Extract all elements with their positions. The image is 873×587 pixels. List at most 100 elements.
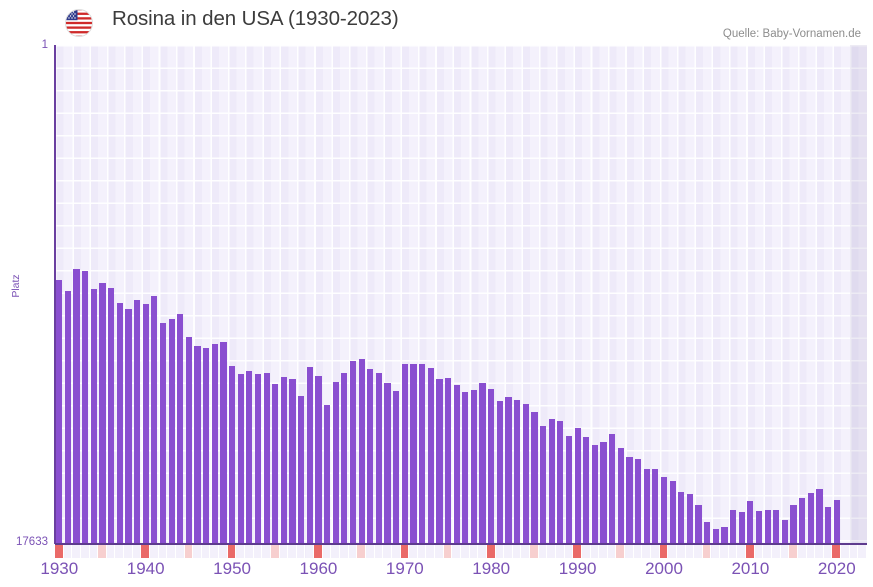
bar-1950[interactable] (228, 366, 236, 543)
tick-cell-1966 (365, 545, 375, 558)
bar-1955[interactable] (272, 384, 279, 543)
bar-1930[interactable] (56, 279, 63, 543)
tick-cell-1978 (469, 545, 479, 558)
bar-1984[interactable] (522, 403, 529, 543)
bar-2011[interactable] (755, 510, 763, 543)
bar-2002[interactable] (678, 492, 685, 543)
bar-1962[interactable] (332, 381, 339, 543)
tick-cell-1994 (607, 545, 617, 558)
bar-1996[interactable] (626, 456, 633, 543)
bar-1999[interactable] (652, 469, 659, 543)
tick-cell-1983 (512, 545, 522, 558)
bar-1942[interactable] (159, 323, 167, 543)
tick-cell-1963 (340, 545, 349, 558)
bar-1990[interactable] (574, 427, 581, 543)
bar-2016[interactable] (799, 498, 806, 543)
bar-1972[interactable] (419, 364, 426, 543)
bar-2007[interactable] (721, 527, 728, 543)
bar-1985[interactable] (531, 411, 538, 543)
bar-1939[interactable] (133, 300, 141, 543)
bar-1973[interactable] (427, 368, 434, 543)
bar-1945[interactable] (185, 337, 192, 543)
bar-1954[interactable] (263, 372, 270, 543)
bar-1981[interactable] (496, 400, 503, 543)
bar-2005[interactable] (704, 522, 711, 543)
bar-1968[interactable] (384, 383, 391, 543)
bar-1976[interactable] (453, 384, 460, 543)
bar-1974[interactable] (436, 378, 443, 543)
bar-2003[interactable] (686, 494, 694, 543)
bar-2000[interactable] (660, 476, 668, 543)
bar-1978[interactable] (470, 390, 478, 543)
bar-1953[interactable] (254, 374, 262, 543)
bar-2013[interactable] (773, 509, 780, 543)
bar-1957[interactable] (289, 378, 296, 543)
bar-1991[interactable] (583, 436, 590, 543)
bar-2012[interactable] (764, 509, 771, 543)
bar-1993[interactable] (600, 441, 607, 543)
bar-1944[interactable] (177, 313, 184, 543)
bar-1948[interactable] (211, 343, 218, 543)
tick-cell-1951 (236, 545, 246, 558)
bar-1997[interactable] (634, 459, 642, 543)
bar-1938[interactable] (125, 308, 132, 543)
bar-2014[interactable] (781, 520, 789, 543)
bar-1951[interactable] (237, 373, 244, 543)
bar-1960[interactable] (315, 375, 322, 543)
bar-1937[interactable] (116, 303, 123, 543)
bar-1943[interactable] (168, 318, 175, 543)
y-axis-label-top: 1 (41, 39, 48, 51)
bar-2020[interactable] (833, 499, 840, 543)
bar-1969[interactable] (393, 390, 400, 543)
bar-1965[interactable] (358, 359, 365, 543)
bar-1975[interactable] (444, 377, 452, 543)
bar-1941[interactable] (151, 296, 158, 543)
bar-1959[interactable] (306, 366, 313, 543)
bar-2015[interactable] (790, 505, 797, 543)
bar-2004[interactable] (695, 505, 702, 543)
bar-1934[interactable] (90, 288, 97, 543)
bar-1992[interactable] (591, 444, 598, 543)
bar-2017[interactable] (807, 492, 814, 543)
bar-2009[interactable] (738, 512, 745, 543)
bar-2010[interactable] (747, 501, 754, 543)
bar-1963[interactable] (341, 372, 348, 543)
bar-2008[interactable] (729, 509, 737, 543)
bar-1987[interactable] (548, 418, 555, 543)
bar-1983[interactable] (514, 400, 521, 543)
bar-1946[interactable] (194, 346, 201, 543)
bar-1961[interactable] (323, 405, 331, 543)
bar-2018[interactable] (816, 489, 823, 543)
bar-1998[interactable] (643, 468, 650, 543)
bar-1995[interactable] (617, 448, 624, 543)
bar-1935[interactable] (99, 283, 106, 543)
bar-1994[interactable] (609, 434, 616, 543)
bar-1986[interactable] (539, 426, 547, 543)
bar-2019[interactable] (825, 507, 832, 543)
bar-1952[interactable] (246, 370, 253, 543)
x-axis-line (55, 543, 867, 545)
bar-1980[interactable] (488, 389, 495, 543)
bar-1988[interactable] (557, 421, 564, 543)
bar-1958[interactable] (298, 396, 305, 543)
bar-1966[interactable] (367, 368, 374, 543)
bar-1970[interactable] (401, 363, 408, 543)
bar-1989[interactable] (565, 436, 573, 543)
bar-1936[interactable] (108, 288, 115, 543)
bar-1940[interactable] (142, 303, 149, 543)
bar-1956[interactable] (280, 376, 288, 543)
bar-1971[interactable] (410, 363, 417, 543)
bar-1964[interactable] (349, 360, 357, 543)
bar-1931[interactable] (64, 290, 72, 543)
bar-1977[interactable] (462, 392, 469, 543)
bar-2006[interactable] (712, 528, 719, 543)
bar-1949[interactable] (220, 342, 227, 543)
bar-1967[interactable] (375, 372, 383, 543)
bar-1979[interactable] (479, 382, 486, 543)
bar-1947[interactable] (203, 348, 210, 543)
bar-1933[interactable] (82, 270, 89, 543)
bar-2001[interactable] (669, 481, 676, 543)
tick-cell-1949 (219, 545, 228, 558)
bar-1932[interactable] (73, 268, 80, 543)
bar-1982[interactable] (505, 396, 512, 543)
